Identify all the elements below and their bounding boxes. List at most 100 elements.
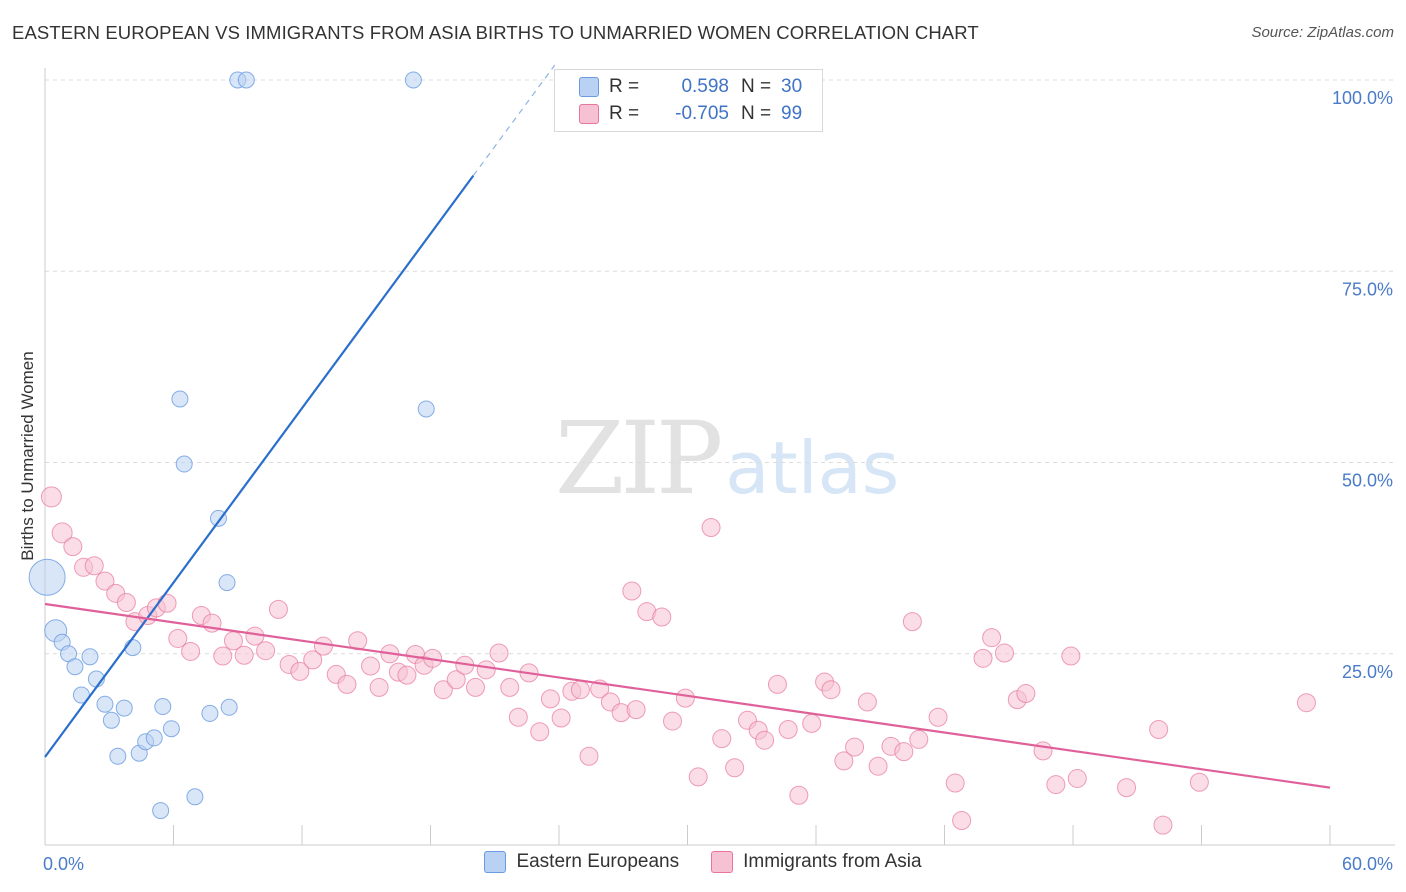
y-tick-label: 50.0%	[1342, 471, 1393, 491]
y-tick-label: 75.0%	[1342, 279, 1393, 299]
series-eastern-europeans	[28, 71, 435, 820]
point-immigrants-from-asia	[982, 628, 1002, 648]
point-immigrants-from-asia	[63, 537, 83, 557]
point-immigrants-from-asia	[234, 645, 254, 665]
point-immigrants-from-asia	[397, 665, 417, 685]
point-immigrants-from-asia	[95, 571, 115, 591]
watermark-zip: ZIP	[555, 400, 723, 517]
point-immigrants-from-asia	[622, 581, 642, 601]
point-immigrants-from-asia	[845, 737, 865, 757]
legend-n-value: 99	[781, 103, 803, 124]
point-immigrants-from-asia	[789, 785, 809, 805]
point-eastern-europeans	[124, 639, 142, 657]
point-immigrants-from-asia	[40, 486, 62, 508]
trend-line-eastern-europeans-extension	[472, 64, 556, 176]
trend-line-immigrants-from-asia	[44, 602, 1331, 789]
point-immigrants-from-asia	[802, 713, 822, 733]
point-immigrants-from-asia	[508, 707, 528, 727]
point-immigrants-from-asia	[902, 612, 922, 632]
series-immigrants-from-asia	[40, 486, 1316, 835]
point-eastern-europeans	[109, 747, 127, 765]
point-immigrants-from-asia	[894, 742, 914, 762]
tick-labels: 25.0% 50.0% 75.0% 100.0% 0.0% 60.0%	[43, 88, 1393, 874]
legend-r-value: 0.598	[681, 76, 729, 97]
point-immigrants-from-asia	[489, 643, 509, 663]
point-immigrants-from-asia	[551, 708, 571, 728]
point-immigrants-from-asia	[168, 628, 188, 648]
point-immigrants-from-asia	[994, 643, 1014, 663]
point-immigrants-from-asia	[952, 811, 972, 831]
point-immigrants-from-asia	[688, 767, 708, 787]
point-immigrants-from-asia	[626, 700, 646, 720]
point-immigrants-from-asia	[213, 646, 233, 666]
point-immigrants-from-asia	[1149, 719, 1169, 739]
point-immigrants-from-asia	[1189, 772, 1209, 792]
point-immigrants-from-asia	[701, 518, 721, 538]
point-immigrants-from-asia	[579, 746, 599, 766]
point-immigrants-from-asia	[369, 677, 389, 697]
point-eastern-europeans	[404, 71, 422, 89]
point-immigrants-from-asia	[500, 677, 520, 697]
point-eastern-europeans	[201, 704, 219, 722]
x-tick-label-max: 60.0%	[1342, 854, 1393, 874]
point-immigrants-from-asia	[361, 656, 381, 676]
point-immigrants-from-asia	[337, 674, 357, 694]
point-eastern-europeans	[154, 698, 172, 716]
legend-swatch-pink	[711, 851, 734, 873]
legend-swatch-pink	[579, 104, 599, 124]
point-immigrants-from-asia	[928, 707, 948, 727]
correlation-legend: R = 0.598 N = 30 R = -0.705 N = 99	[554, 69, 823, 132]
point-immigrants-from-asia	[290, 661, 310, 681]
point-eastern-europeans	[145, 729, 163, 747]
point-eastern-europeans	[162, 720, 180, 738]
point-eastern-europeans	[237, 71, 255, 89]
point-immigrants-from-asia	[51, 522, 73, 544]
point-immigrants-from-asia	[1067, 768, 1087, 788]
point-immigrants-from-asia	[1046, 775, 1066, 795]
point-eastern-europeans	[186, 788, 204, 806]
legend-label: Immigrants from Asia	[743, 851, 922, 872]
point-eastern-europeans	[417, 400, 435, 418]
point-immigrants-from-asia	[84, 556, 104, 576]
point-immigrants-from-asia	[857, 692, 877, 712]
point-immigrants-from-asia	[755, 730, 775, 750]
legend-swatch-blue	[484, 851, 507, 873]
chart-title: EASTERN EUROPEAN VS IMMIGRANTS FROM ASIA…	[12, 22, 979, 43]
point-eastern-europeans	[102, 711, 120, 729]
point-immigrants-from-asia	[465, 677, 485, 697]
point-immigrants-from-asia	[256, 641, 276, 661]
legend-item-eastern-europeans[interactable]: Eastern Europeans	[484, 851, 679, 873]
legend-item-immigrants-from-asia[interactable]: Immigrants from Asia	[711, 851, 922, 873]
legend-swatch-blue	[579, 77, 599, 97]
point-eastern-europeans	[28, 558, 66, 596]
legend-r-label: R =	[609, 76, 640, 97]
series-legend: Eastern Europeans Immigrants from Asia	[0, 851, 1406, 873]
point-immigrants-from-asia	[821, 680, 841, 700]
point-immigrants-from-asia	[530, 722, 550, 742]
point-immigrants-from-asia	[268, 599, 288, 619]
legend-n-label: N =	[741, 76, 772, 97]
point-eastern-europeans	[220, 698, 238, 716]
point-immigrants-from-asia	[313, 636, 333, 656]
point-immigrants-from-asia	[570, 680, 590, 700]
point-immigrants-from-asia	[1153, 815, 1173, 835]
point-immigrants-from-asia	[712, 729, 732, 749]
point-immigrants-from-asia	[868, 756, 888, 776]
point-eastern-europeans	[81, 648, 99, 666]
point-eastern-europeans	[152, 802, 170, 820]
watermark: ZIPatlas	[555, 400, 899, 517]
point-immigrants-from-asia	[675, 688, 695, 708]
point-immigrants-from-asia	[1061, 646, 1081, 666]
point-immigrants-from-asia	[446, 670, 466, 690]
legend-row-immigrants-from-asia: R = -0.705 N = 99	[555, 101, 802, 127]
point-immigrants-from-asia	[834, 751, 854, 771]
point-immigrants-from-asia	[652, 607, 672, 627]
point-eastern-europeans	[175, 455, 193, 473]
point-eastern-europeans	[218, 574, 236, 592]
point-immigrants-from-asia	[433, 680, 453, 700]
legend-r-label: R =	[609, 103, 640, 124]
point-immigrants-from-asia	[540, 689, 560, 709]
point-immigrants-from-asia	[909, 729, 929, 749]
y-tick-label: 25.0%	[1342, 662, 1393, 682]
x-tick-label-min: 0.0%	[43, 854, 84, 874]
